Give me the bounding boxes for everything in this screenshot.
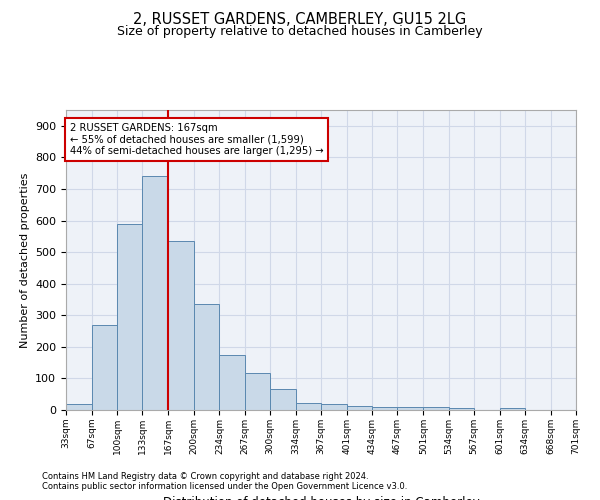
Bar — [397, 408, 424, 410]
Text: Size of property relative to detached houses in Camberley: Size of property relative to detached ho… — [117, 25, 483, 38]
Bar — [500, 408, 525, 410]
Bar — [449, 408, 473, 410]
Text: Contains HM Land Registry data © Crown copyright and database right 2024.: Contains HM Land Registry data © Crown c… — [42, 472, 368, 481]
Bar — [245, 372, 270, 410]
Bar — [117, 224, 142, 410]
Bar — [270, 388, 296, 410]
Bar — [220, 354, 245, 410]
Text: Contains public sector information licensed under the Open Government Licence v3: Contains public sector information licen… — [42, 482, 407, 491]
Bar — [142, 176, 169, 410]
Bar — [169, 241, 194, 410]
Bar — [347, 406, 372, 410]
Bar — [92, 324, 117, 410]
Y-axis label: Number of detached properties: Number of detached properties — [20, 172, 29, 348]
Bar — [372, 407, 397, 410]
Text: 2, RUSSET GARDENS, CAMBERLEY, GU15 2LG: 2, RUSSET GARDENS, CAMBERLEY, GU15 2LG — [133, 12, 467, 28]
X-axis label: Distribution of detached houses by size in Camberley: Distribution of detached houses by size … — [163, 496, 479, 500]
Bar — [193, 304, 220, 410]
Text: 2 RUSSET GARDENS: 167sqm
← 55% of detached houses are smaller (1,599)
44% of sem: 2 RUSSET GARDENS: 167sqm ← 55% of detach… — [70, 122, 323, 156]
Bar — [296, 403, 321, 410]
Bar — [424, 408, 449, 410]
Bar — [66, 404, 92, 410]
Bar — [321, 404, 347, 410]
